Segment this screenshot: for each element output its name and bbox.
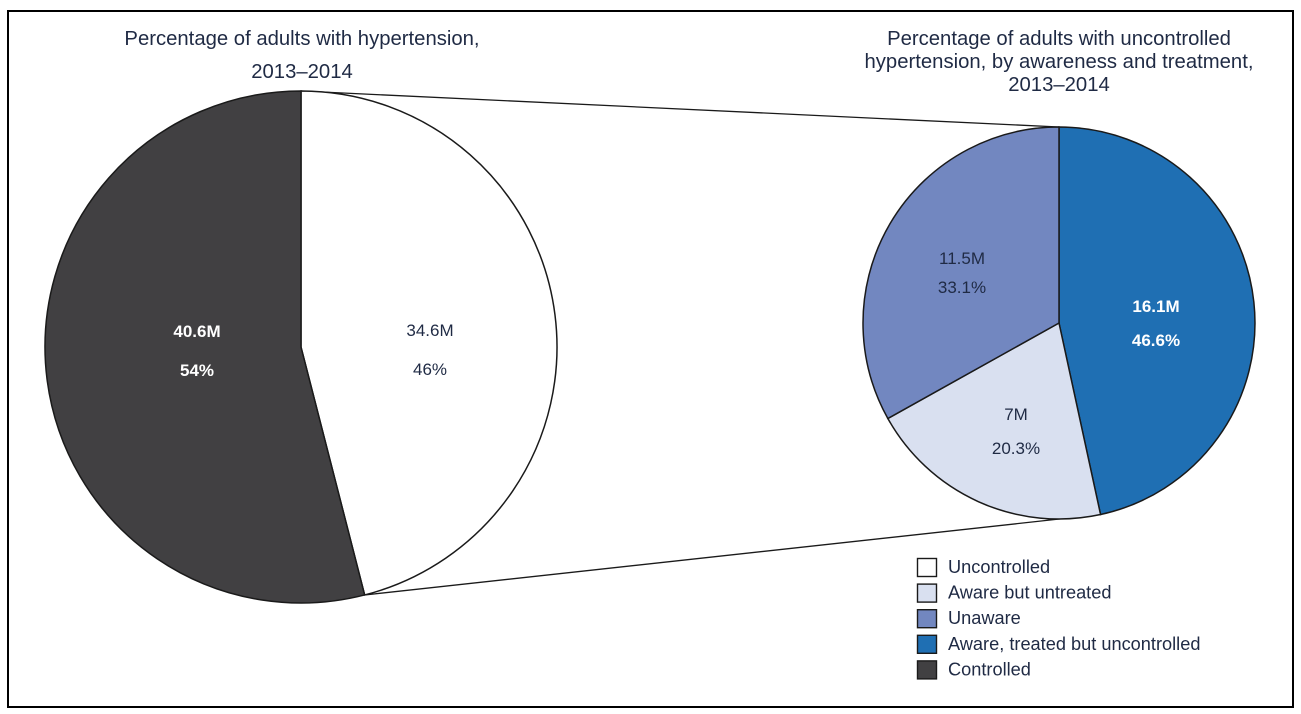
svg-text:7M: 7M: [1004, 405, 1028, 424]
svg-text:2013–2014: 2013–2014: [251, 61, 353, 83]
svg-text:54%: 54%: [180, 361, 214, 380]
svg-text:Percentage of adults with unco: Percentage of adults with uncontrolled: [887, 28, 1231, 50]
svg-text:34.6M: 34.6M: [406, 321, 453, 340]
svg-text:46.6%: 46.6%: [1132, 331, 1180, 350]
svg-text:Aware but untreated: Aware but untreated: [948, 583, 1111, 603]
svg-text:16.1M: 16.1M: [1132, 297, 1179, 316]
svg-text:Uncontrolled: Uncontrolled: [948, 557, 1050, 577]
svg-text:46%: 46%: [413, 360, 447, 379]
svg-text:2013–2014: 2013–2014: [1008, 74, 1110, 96]
svg-text:11.5M: 11.5M: [939, 249, 985, 268]
svg-text:33.1%: 33.1%: [938, 278, 986, 297]
svg-text:Controlled: Controlled: [948, 659, 1031, 679]
svg-text:Aware, treated but uncontrolle: Aware, treated but uncontrolled: [948, 634, 1200, 654]
svg-text:hypertension, by awareness and: hypertension, by awareness and treatment…: [865, 51, 1254, 73]
svg-text:20.3%: 20.3%: [992, 439, 1040, 458]
svg-text:Unaware: Unaware: [948, 608, 1021, 628]
svg-text:40.6M: 40.6M: [173, 322, 220, 341]
svg-text:Percentage of adults with hype: Percentage of adults with hypertension,: [124, 28, 479, 50]
